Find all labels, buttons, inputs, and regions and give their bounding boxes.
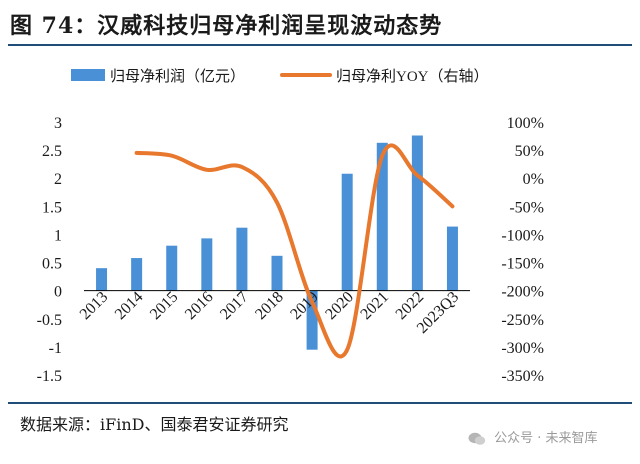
bar-2016 bbox=[201, 238, 213, 291]
left-axis: 3 2.5 2 1.5 1 0.5 0 -0.5 -1 -1.5 bbox=[37, 115, 62, 385]
left-tick-label: 3 bbox=[54, 115, 62, 132]
chart-title: 图 74：汉威科技归母净利润呈现波动态势 bbox=[10, 13, 443, 39]
x-tick-label: 2021 bbox=[357, 288, 392, 323]
right-axis: 100% 50% 0% -50% -100% -150% -200% -250% -300% -3… bbox=[501, 115, 544, 385]
legend: 归母净利润（亿元） 归母净利YOY（右轴） bbox=[71, 68, 489, 85]
watermark: 公众号 · 未来智库 bbox=[468, 427, 598, 446]
title-block: 图 74：汉威科技归母净利润呈现波动态势 bbox=[8, 6, 632, 46]
x-tick-label: 2018 bbox=[252, 288, 287, 323]
x-tick-label: 2017 bbox=[217, 288, 252, 323]
right-tick-label: -300% bbox=[501, 340, 544, 357]
legend-bar-swatch bbox=[71, 69, 105, 81]
bottom-rule bbox=[8, 402, 632, 404]
x-tick-label: 2020 bbox=[322, 288, 357, 323]
right-tick-label: 0% bbox=[523, 171, 544, 188]
left-tick-label: 2 bbox=[54, 171, 62, 188]
right-tick-label: -350% bbox=[501, 368, 544, 385]
yoy-line bbox=[134, 143, 455, 359]
bar-series bbox=[96, 135, 458, 350]
bar-2018 bbox=[271, 255, 283, 291]
source-note: 数据来源：iFinD、国泰君安证券研究 bbox=[20, 415, 289, 434]
bar-2023Q3 bbox=[446, 226, 458, 291]
bar-2019 bbox=[306, 290, 318, 350]
bar-2021 bbox=[376, 142, 388, 291]
x-axis-labels: 2013 2014 2015 2016 2017 2018 2019 2020 2021 2022… bbox=[77, 288, 463, 336]
chart: 归母净利润（亿元） 归母净利YOY（右轴） 3 2.5 2 1.5 1 0.5 0 -0.5 -… bbox=[37, 68, 544, 385]
left-tick-label: 1 bbox=[54, 227, 62, 244]
x-tick-label: 2014 bbox=[112, 288, 147, 323]
bar-2020 bbox=[341, 173, 353, 291]
right-tick-label: -200% bbox=[501, 284, 544, 301]
title-rule bbox=[8, 44, 632, 46]
left-tick-label: -1 bbox=[49, 340, 62, 357]
wechat-icon bbox=[468, 432, 486, 445]
bar-2014 bbox=[131, 258, 143, 291]
bar-2013 bbox=[96, 268, 108, 291]
bar-2015 bbox=[166, 245, 178, 291]
bar-2022 bbox=[411, 135, 423, 291]
right-tick-label: -50% bbox=[509, 199, 544, 216]
x-tick-label: 2016 bbox=[182, 288, 217, 323]
x-tick-label: 2013 bbox=[77, 288, 112, 323]
left-tick-label: 1.5 bbox=[42, 199, 62, 216]
left-tick-label: -0.5 bbox=[37, 312, 62, 329]
x-tick-label: 2015 bbox=[147, 288, 182, 323]
bar-2017 bbox=[236, 227, 248, 291]
legend-bar-label: 归母净利润（亿元） bbox=[110, 68, 245, 85]
left-tick-label: 0.5 bbox=[42, 256, 62, 273]
right-tick-label: -150% bbox=[501, 256, 544, 273]
right-tick-label: -100% bbox=[501, 227, 544, 244]
right-tick-label: 50% bbox=[515, 143, 544, 160]
left-tick-label: 2.5 bbox=[42, 143, 62, 160]
left-tick-label: 0 bbox=[54, 284, 62, 301]
right-tick-label: 100% bbox=[507, 115, 544, 132]
right-tick-label: -250% bbox=[501, 312, 544, 329]
left-tick-label: -1.5 bbox=[37, 368, 62, 385]
legend-line-label: 归母净利YOY（右轴） bbox=[336, 68, 489, 85]
watermark-text: 公众号 · 未来智库 bbox=[494, 431, 598, 446]
